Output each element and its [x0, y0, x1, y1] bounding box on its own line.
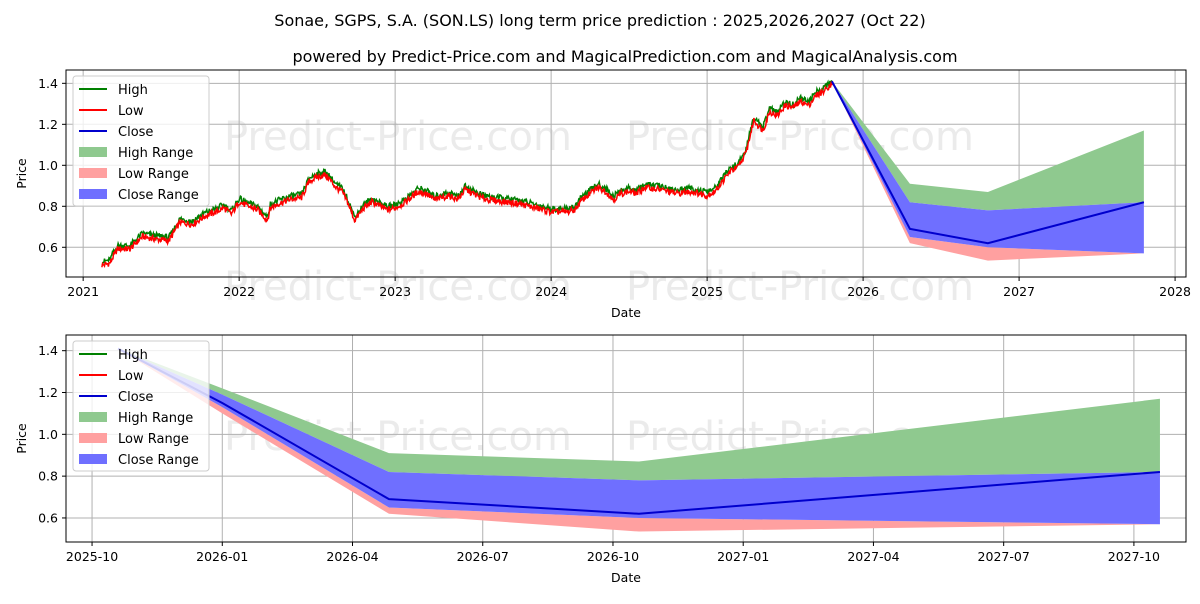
x-tick-label: 2027-07 — [978, 549, 1030, 564]
x-tick-label: 2023 — [379, 284, 411, 299]
x-axis-label: Date — [611, 305, 641, 320]
x-tick-label: 2027 — [1003, 284, 1035, 299]
legend-patch-swatch — [79, 189, 107, 199]
legend-label: Close — [118, 125, 153, 140]
watermark-text: Predict-Price.com — [224, 264, 572, 310]
y-tick-label: 0.8 — [38, 199, 58, 214]
x-tick-label: 2026-01 — [196, 549, 248, 564]
legend-label: High Range — [118, 411, 193, 426]
forecast-detail-panel: Predict-Price.com Predict-Price.com2025-1… — [14, 334, 1187, 585]
legend-label: Close — [118, 390, 153, 405]
chart-subtitle: powered by Predict-Price.com and Magical… — [292, 47, 957, 66]
watermark-text: Predict-Price.com — [626, 114, 974, 160]
close-range-band — [831, 81, 1144, 254]
legend-label: Low Range — [118, 167, 189, 182]
x-tick-label: 2024 — [535, 284, 567, 299]
legend-patch-swatch — [79, 412, 107, 422]
y-tick-label: 0.6 — [38, 240, 58, 255]
x-tick-label: 2026-07 — [457, 549, 509, 564]
plot-area — [101, 79, 1145, 268]
high-range-band — [831, 81, 1144, 211]
overview-panel: Predict-Price.com Predict-Price.com Predic… — [14, 69, 1191, 320]
axes-frame — [65, 69, 1187, 278]
x-tick-label: 2026 — [847, 284, 879, 299]
x-tick-label: 2026-10 — [587, 549, 639, 564]
y-tick-label: 1.2 — [38, 117, 58, 132]
y-tick-label: 1.4 — [38, 76, 58, 91]
legend-label: High Range — [118, 146, 193, 161]
high-range-band — [118, 348, 1160, 481]
watermark-text: Predict-Price.com — [224, 114, 572, 160]
y-axis-label: Price — [14, 158, 29, 189]
legend-patch-swatch — [79, 168, 107, 178]
low-price-line — [101, 81, 833, 268]
x-tick-label: 2027-04 — [847, 549, 899, 564]
y-tick-label: 0.8 — [38, 469, 58, 484]
axes-frame — [65, 334, 1187, 543]
x-tick-label: 2028 — [1159, 284, 1191, 299]
legend-label: High — [118, 83, 148, 98]
x-tick-label: 2027-01 — [717, 549, 769, 564]
legend-patch-swatch — [79, 454, 107, 464]
x-tick-label: 2021 — [67, 284, 99, 299]
y-tick-label: 1.0 — [38, 427, 58, 442]
x-axis-label: Date — [611, 570, 641, 585]
x-tick-label: 2022 — [223, 284, 255, 299]
x-tick-label: 2025-10 — [66, 549, 118, 564]
legend-label: Low — [118, 369, 144, 384]
legend-patch-swatch — [79, 147, 107, 157]
legend-label: Close Range — [118, 453, 199, 468]
y-tick-label: 1.2 — [38, 385, 58, 400]
legend-label: Low Range — [118, 432, 189, 447]
high-price-line — [101, 79, 833, 266]
y-tick-label: 1.0 — [38, 158, 58, 173]
close-range-band — [118, 348, 1160, 525]
x-tick-label: 2027-10 — [1108, 549, 1160, 564]
y-tick-label: 1.4 — [38, 343, 58, 358]
close-forecast-line — [831, 80, 1145, 245]
x-tick-label: 2026-04 — [326, 549, 378, 564]
legend: High Low Close High Range Low Range Close Ran… — [72, 75, 210, 207]
legend-patch-swatch — [79, 433, 107, 443]
legend: High Low Close High Range Low Range Close Ran… — [72, 340, 210, 472]
y-tick-label: 0.6 — [38, 510, 58, 525]
y-axis-label: Price — [14, 423, 29, 454]
x-tick-label: 2025 — [691, 284, 723, 299]
chart-title: Sonae, SGPS, S.A. (SON.LS) long term pri… — [274, 11, 925, 30]
legend-label: Low — [118, 104, 144, 119]
watermark-text: Predict-Price.com — [626, 264, 974, 310]
legend-label: High — [118, 348, 148, 363]
legend-label: Close Range — [118, 188, 199, 203]
